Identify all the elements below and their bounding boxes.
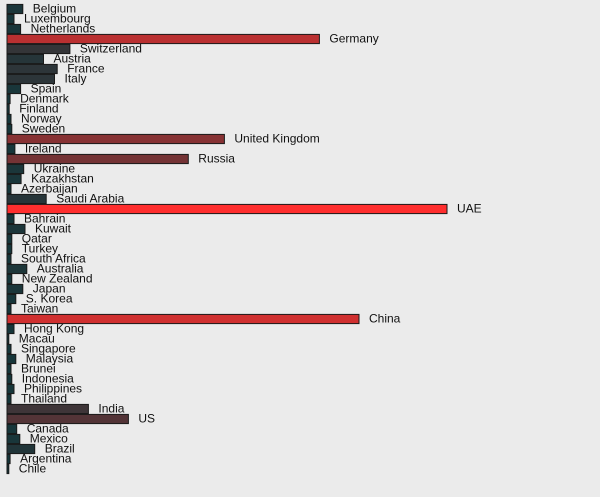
bar-bahrain [6,213,15,225]
bar-label-brazil: Brazil [45,442,75,456]
bar-label-india: India [98,402,124,416]
bar-label-japan: Japan [33,282,66,296]
bar-label-finland: Finland [19,102,58,116]
bar-label-qatar: Qatar [22,232,52,246]
bar-label-netherlands: Netherlands [31,22,96,36]
bar-uae [6,203,448,215]
bar-label-switzerland: Switzerland [80,42,142,56]
bar-new-zealand [6,273,13,285]
bar-belgium [6,3,24,15]
bar-azerbaijan [6,183,12,195]
bar-label-united-kingdom: United Kingdom [234,132,319,146]
bar-indonesia [6,373,13,385]
bar-label-luxembourg: Luxembourg [24,12,91,26]
bar-label-turkey: Turkey [22,242,58,256]
bar-ukraine [6,163,25,175]
bar-malaysia [6,353,17,365]
bar-label-hong-kong: Hong Kong [24,322,84,336]
bar-india [6,403,89,415]
bar-label-saudi-arabia: Saudi Arabia [56,192,124,206]
bar-label-germany: Germany [329,32,378,46]
bar-label-chile: Chile [19,462,47,476]
bar-label-ukraine: Ukraine [34,162,76,176]
bar-label-philippines: Philippines [24,382,82,396]
bar-brunei [6,363,12,375]
bar-germany [6,33,320,45]
bar-mexico [6,433,21,445]
bar-kazakhstan [6,173,22,185]
bar-label-indonesia: Indonesia [22,372,74,386]
bar-austria [6,53,44,65]
bar-label-thailand: Thailand [21,392,67,406]
bar-france [6,63,58,75]
bar-hong-kong [6,323,15,335]
bar-label-russia: Russia [198,152,235,166]
bar-label-kazakhstan: Kazakhstan [31,172,94,186]
bar-norway [6,113,12,125]
bar-label-us: US [138,412,155,426]
bar-s-korea [6,293,17,305]
bar-label-argentina: Argentina [20,452,72,466]
bar-label-austria: Austria [54,52,92,66]
bar-philippines [6,383,15,395]
bar-label-spain: Spain [31,82,62,96]
bar-label-norway: Norway [21,112,62,126]
bar-netherlands [6,23,22,35]
bar-label-taiwan: Taiwan [21,302,58,316]
bar-luxembourg [6,13,15,25]
bar-label-azerbaijan: Azerbaijan [21,182,78,196]
bar-label-malaysia: Malaysia [26,352,74,366]
bar-label-belgium: Belgium [33,2,76,16]
bar-thailand [6,393,12,405]
bar-qatar [6,233,13,245]
bar-label-macau: Macau [19,332,55,346]
bar-label-australia: Australia [37,262,84,276]
bar-label-uae: UAE [457,202,482,216]
bar-label-singapore: Singapore [21,342,76,356]
bar-label-brunei: Brunei [21,362,56,376]
bar-label-south-africa: South Africa [21,252,86,266]
bar-label-new-zealand: New Zealand [22,272,93,286]
bar-label-china: China [369,312,401,326]
bar-label-bahrain: Bahrain [24,212,65,226]
bar-canada [6,423,18,435]
bar-label-s-korea: S. Korea [26,292,73,306]
bar-taiwan [6,303,12,315]
bar-turkey [6,243,13,255]
bar-label-canada: Canada [27,422,69,436]
bar-south-africa [6,253,12,265]
bar-ireland [6,143,16,155]
bar-label-denmark: Denmark [20,92,70,106]
bars-group [6,3,448,475]
bar-saudi-arabia [6,193,47,205]
bar-singapore [6,343,12,355]
bar-japan [6,283,24,295]
bar-label-mexico: Mexico [30,432,68,446]
bar-label-sweden: Sweden [22,122,65,136]
bar-label-ireland: Ireland [25,142,62,156]
bar-label-kuwait: Kuwait [35,222,72,236]
bar-label-italy: Italy [65,72,87,86]
bar-spain [6,83,22,95]
bar-sweden [6,123,13,135]
bar-label-france: France [67,62,105,76]
